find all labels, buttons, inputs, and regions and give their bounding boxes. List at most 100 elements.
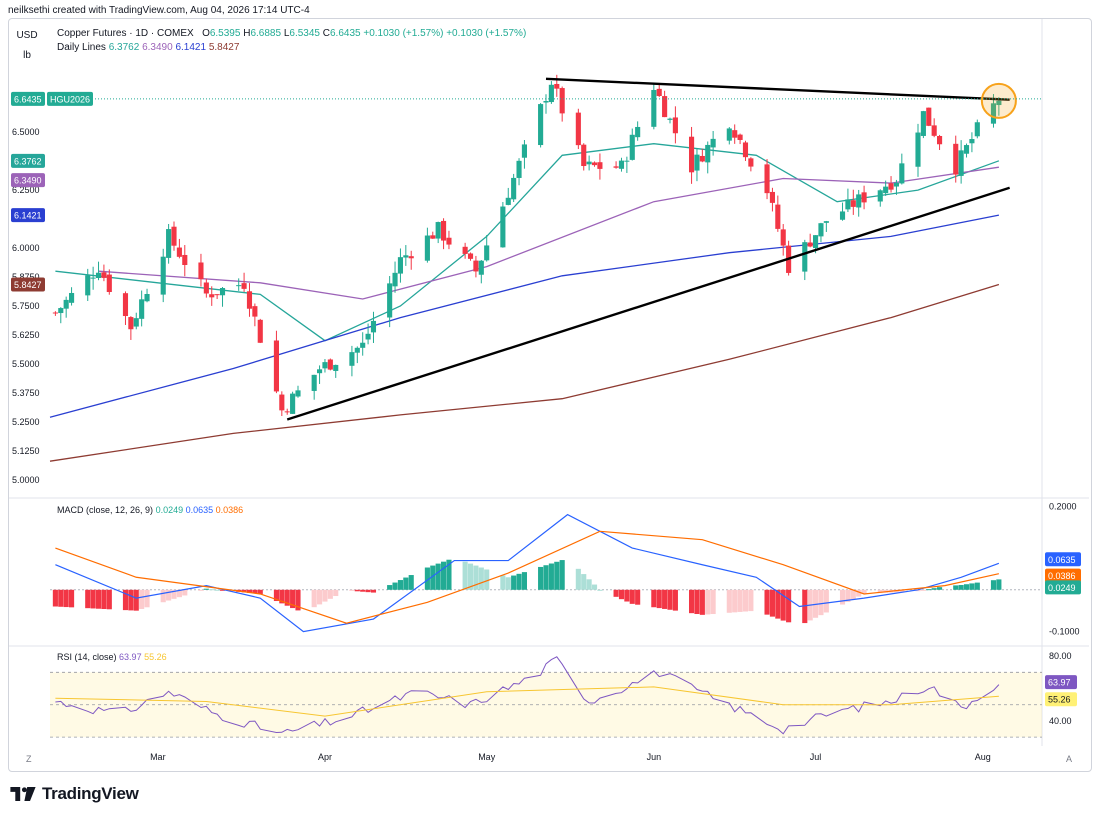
ohlc-l-value: 6.5345 bbox=[289, 28, 320, 39]
rsi-title[interactable]: RSI (14, close) bbox=[57, 652, 117, 662]
ma-price-label-1-bg bbox=[11, 173, 45, 188]
candle bbox=[613, 161, 619, 169]
candle-body bbox=[705, 144, 711, 163]
candle-body bbox=[915, 132, 921, 167]
candle-body bbox=[850, 200, 856, 207]
candle bbox=[284, 408, 290, 415]
candle-body bbox=[699, 155, 705, 162]
candle-body bbox=[176, 247, 182, 257]
candle-body bbox=[257, 319, 263, 343]
last-price-label-bg bbox=[11, 91, 45, 106]
candle bbox=[408, 250, 414, 270]
candle bbox=[322, 359, 328, 373]
axis-layer: Mar Apr May Jun Jul Aug 5.0000 5.1250 5.2500 5.37… bbox=[12, 127, 1080, 762]
macd-histogram-bar bbox=[478, 567, 484, 590]
candle-body bbox=[311, 374, 317, 391]
chart-caption: neilksethi created with TradingView.com,… bbox=[8, 5, 310, 16]
macd-histogram-bar bbox=[554, 561, 560, 590]
macd-histogram-bar bbox=[996, 579, 1002, 590]
ma-price-label-3-bg bbox=[11, 277, 45, 292]
candle bbox=[689, 126, 695, 184]
grid-layer bbox=[9, 19, 1089, 746]
x-tick-label-4: Jul bbox=[810, 752, 822, 762]
macd-histogram-bar bbox=[818, 589, 824, 616]
candle-body bbox=[128, 317, 134, 330]
signal-line bbox=[55, 530, 999, 624]
candle bbox=[133, 312, 139, 330]
ma-price-label-2: 6.1421 bbox=[11, 208, 45, 223]
candle bbox=[58, 307, 64, 324]
ma-price-label-1: 6.3490 bbox=[11, 173, 45, 188]
candle bbox=[370, 311, 377, 343]
candle-body bbox=[85, 275, 91, 296]
candle bbox=[699, 148, 705, 163]
macd-title[interactable]: MACD (close, 12, 26, 9) bbox=[57, 505, 154, 515]
macd-histogram-bar bbox=[370, 589, 377, 593]
macd-histogram-bar bbox=[467, 563, 474, 590]
candle bbox=[160, 248, 166, 303]
candle bbox=[101, 264, 107, 282]
candle-body bbox=[252, 306, 258, 317]
candle-body bbox=[591, 162, 598, 166]
candle-body bbox=[893, 182, 899, 187]
candle-body bbox=[813, 235, 819, 249]
macd-histogram-bar bbox=[317, 589, 323, 605]
candle-body bbox=[95, 272, 102, 279]
symbol-title[interactable]: Copper Futures · 1D · COMEX bbox=[57, 28, 194, 39]
candle-body bbox=[354, 347, 360, 353]
symbol-price-label-bg bbox=[47, 91, 93, 106]
candle bbox=[128, 316, 134, 340]
daily-line-value-1: 6.3762 bbox=[108, 42, 140, 53]
candle bbox=[775, 195, 781, 232]
candle-body bbox=[990, 103, 997, 124]
macd-histogram-bar bbox=[365, 589, 371, 593]
zoom-icon[interactable]: Z bbox=[26, 754, 32, 764]
candle-body bbox=[219, 288, 226, 296]
candle-body bbox=[327, 359, 333, 370]
macd-histogram-bar bbox=[69, 589, 75, 608]
candle bbox=[144, 288, 150, 303]
macd-histogram-bar bbox=[160, 589, 166, 603]
macd-histogram-bar bbox=[656, 589, 662, 609]
candle-body bbox=[969, 139, 975, 144]
macd-histogram-bar bbox=[106, 589, 112, 610]
x-tick-label-1: Apr bbox=[318, 752, 332, 762]
candle-body bbox=[618, 160, 625, 169]
candle-body bbox=[726, 128, 732, 141]
macd-histogram-bar bbox=[203, 588, 209, 590]
candle bbox=[63, 296, 69, 318]
candle bbox=[484, 235, 490, 262]
currency-label[interactable]: USD bbox=[16, 29, 38, 41]
macd-histogram-bar bbox=[182, 589, 188, 596]
candle-body bbox=[963, 145, 970, 154]
candle-body bbox=[171, 226, 177, 246]
candle-body bbox=[807, 242, 813, 247]
macd-y-tick-2: -0.1000 bbox=[1049, 627, 1080, 637]
macd-signal-value: 0.0386 bbox=[215, 505, 244, 515]
macd-value-label-1-text: 0.0386 bbox=[1048, 571, 1076, 581]
candle bbox=[651, 83, 657, 130]
candle-body bbox=[317, 369, 323, 374]
candle-body bbox=[505, 197, 511, 205]
macd-histogram-bar bbox=[133, 589, 139, 611]
macd-histogram-bar bbox=[257, 589, 263, 594]
rsi-y-tick-1: 40.00 bbox=[1049, 716, 1072, 726]
candle bbox=[726, 127, 732, 145]
candle bbox=[883, 180, 889, 196]
macd-hist-value: 0.0249 bbox=[155, 505, 184, 515]
macd-histogram-bar bbox=[295, 589, 301, 611]
daily-line-value-2: 6.3490 bbox=[142, 42, 173, 53]
candle-body bbox=[182, 254, 188, 265]
macd-histogram-bar bbox=[521, 572, 527, 590]
macd-histogram-bar bbox=[926, 589, 932, 591]
candle bbox=[742, 140, 749, 161]
macd-y-tick-0: 0.2000 bbox=[1049, 501, 1077, 511]
daily-lines-label[interactable]: Daily Lines bbox=[57, 42, 106, 53]
unit-label[interactable]: lb bbox=[23, 49, 31, 61]
auto-scale-icon[interactable]: A bbox=[1066, 754, 1073, 764]
candle-body bbox=[839, 211, 846, 220]
candle-body bbox=[775, 204, 781, 229]
macd-histogram-bar bbox=[435, 563, 441, 590]
candle-body bbox=[58, 308, 64, 314]
